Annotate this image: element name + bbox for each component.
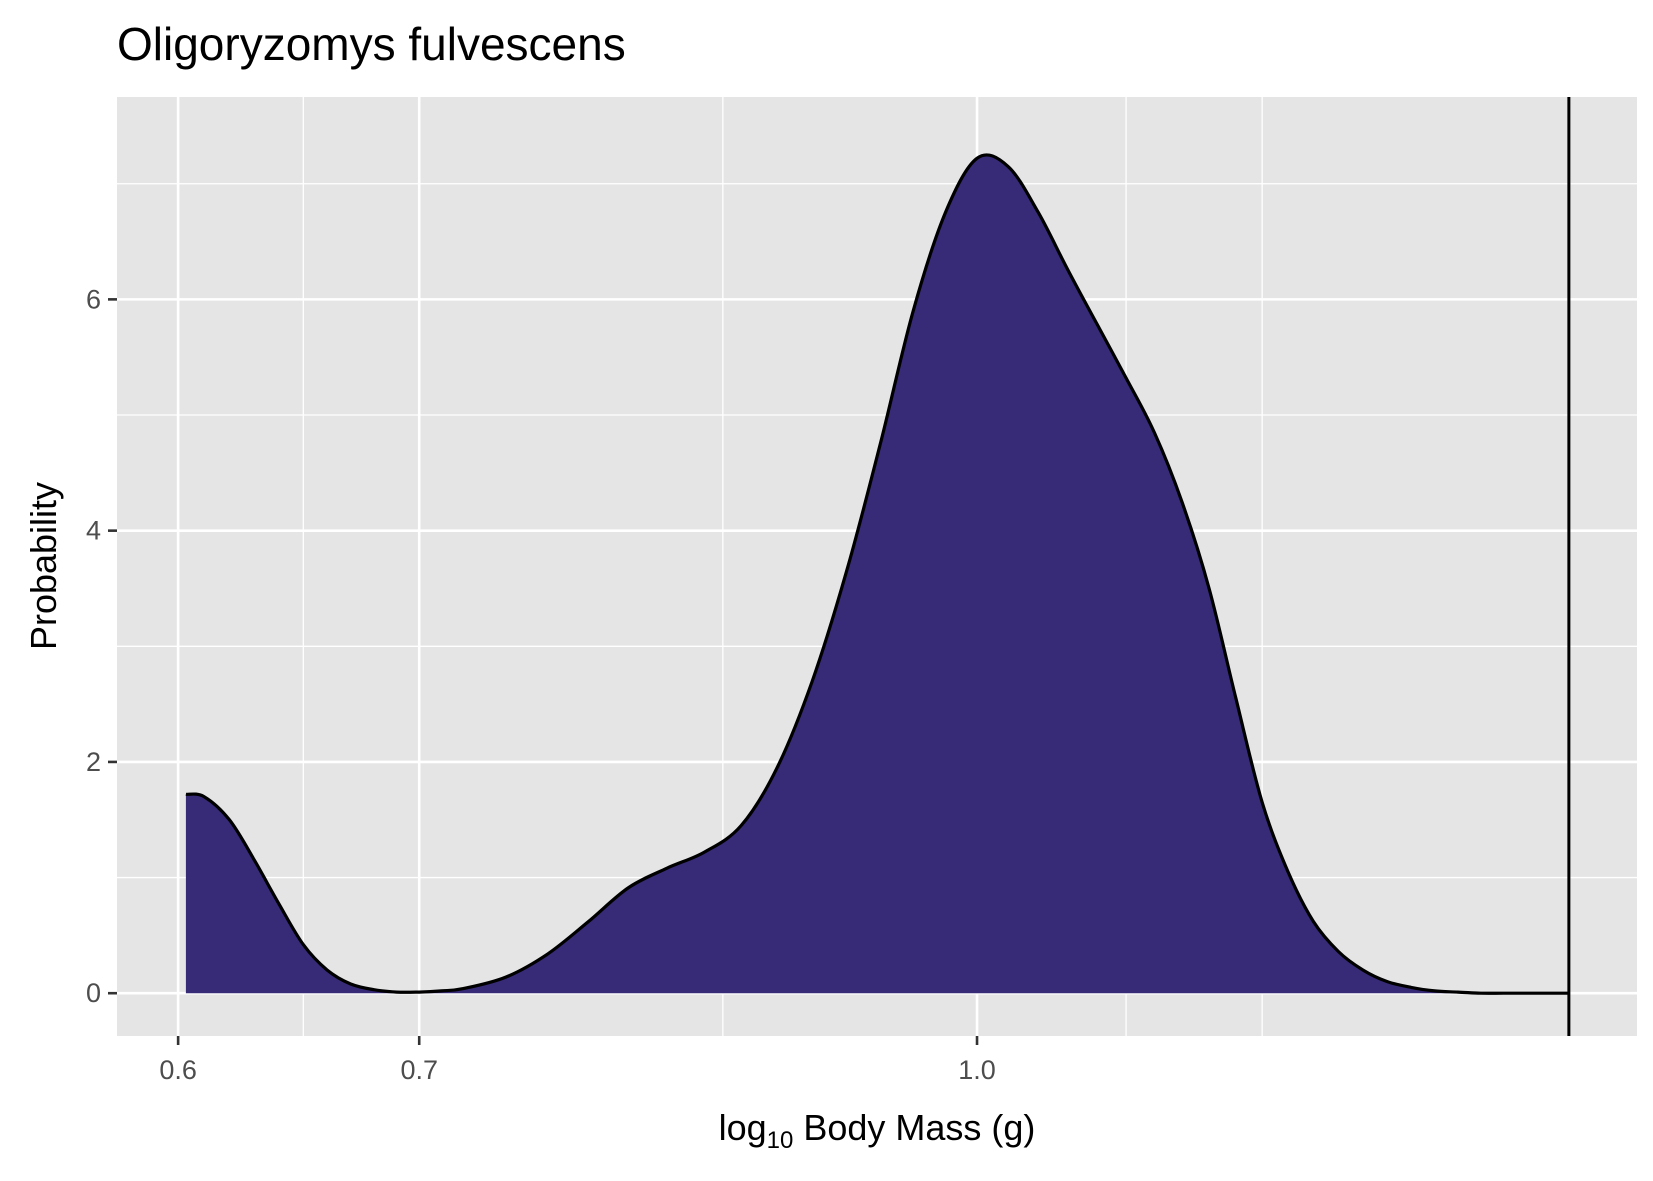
y-tick-label-3: 6 — [86, 284, 101, 314]
y-tick-label-2: 4 — [86, 516, 101, 546]
y-tick-label-0: 0 — [86, 978, 101, 1008]
x-tick-label-1: 0.7 — [400, 1055, 438, 1085]
x-axis: 0.6 0.7 1.0 — [159, 1036, 996, 1085]
x-axis-title-prefix: log — [719, 1107, 767, 1148]
x-tick-label-2: 1.0 — [958, 1055, 996, 1085]
chart-title: Oligoryzomys fulvescens — [117, 18, 626, 70]
density-area-0 — [185, 154, 1569, 994]
density-outline-0 — [185, 153, 1569, 995]
y-axis: 0 2 4 6 — [86, 284, 117, 1008]
x-axis-title: log10 Body Mass (g) — [719, 1107, 1036, 1154]
y-tick-label-1: 2 — [86, 747, 101, 777]
x-axis-title-suffix: Body Mass (g) — [793, 1107, 1035, 1148]
x-tick-label-0: 0.6 — [159, 1055, 197, 1085]
x-axis-title-subscript: 10 — [767, 1127, 794, 1154]
density-series — [185, 153, 1569, 995]
y-axis-title: Probability — [23, 482, 64, 650]
